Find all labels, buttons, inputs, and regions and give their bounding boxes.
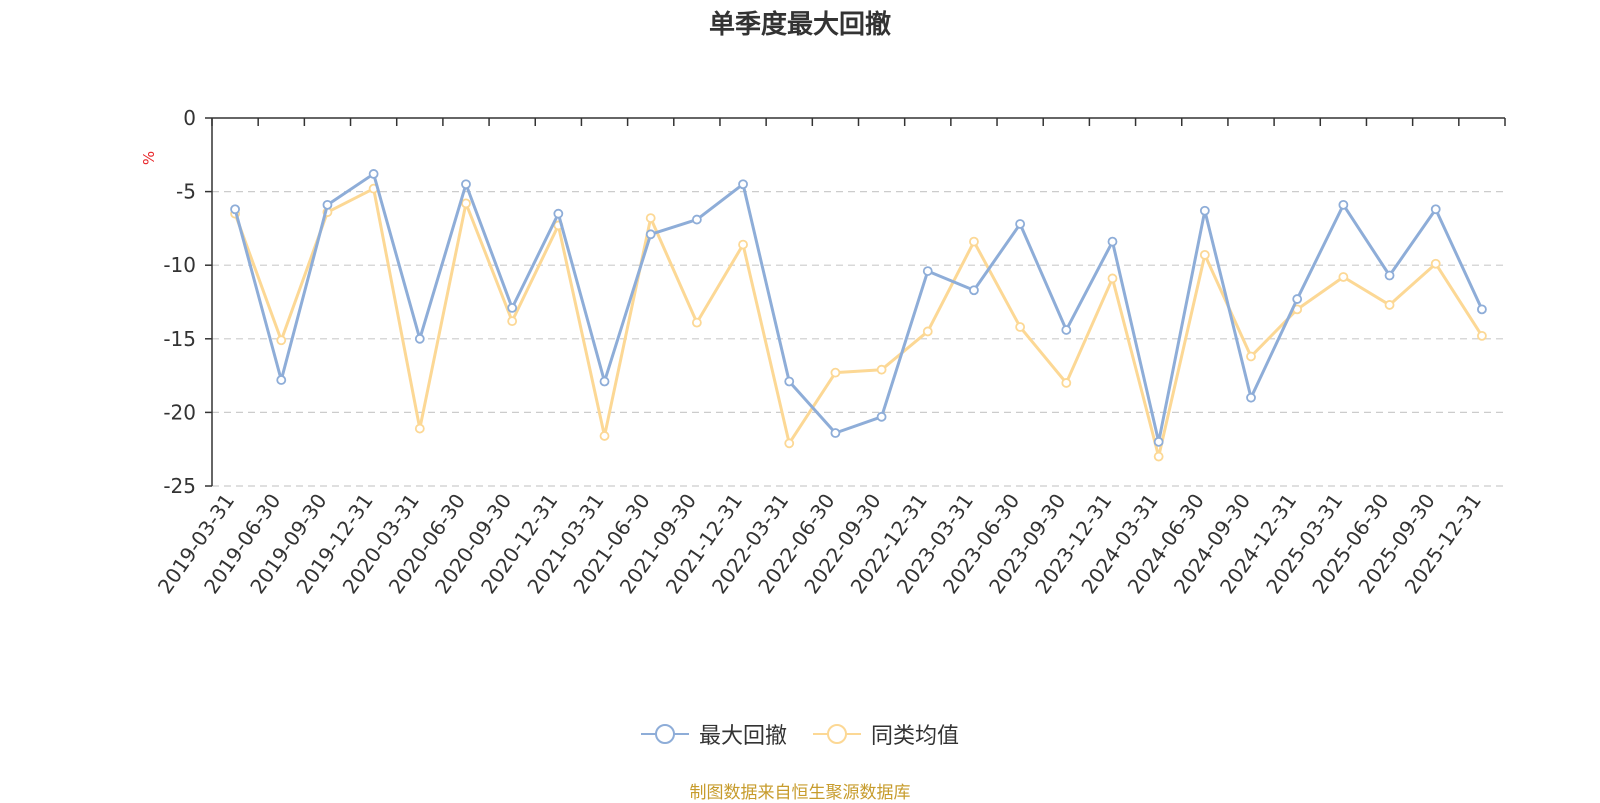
data-point	[922, 326, 933, 337]
data-point	[1430, 258, 1441, 269]
data-point	[276, 335, 287, 346]
data-point	[1199, 205, 1210, 216]
source-note: 制图数据来自恒生聚源数据库	[689, 783, 911, 803]
legend: 最大回撤 同类均值	[0, 718, 1600, 750]
data-point	[553, 208, 564, 219]
data-point	[691, 317, 702, 328]
data-point	[1477, 304, 1487, 315]
data-point	[1061, 378, 1072, 388]
data-point	[876, 411, 887, 422]
data-point	[414, 333, 425, 344]
data-point	[1477, 330, 1487, 341]
y-tick-label: -10	[163, 253, 196, 277]
data-point	[645, 213, 656, 223]
data-point	[276, 375, 287, 385]
data-point	[922, 266, 933, 276]
data-point	[322, 199, 333, 210]
data-point	[1107, 273, 1118, 284]
data-point	[1199, 249, 1210, 260]
series-line	[233, 172, 1484, 444]
data-point	[1061, 325, 1072, 335]
y-axis-label: %	[140, 151, 158, 165]
data-point	[1246, 392, 1256, 403]
y-tick-label: 0	[183, 106, 196, 130]
legend-label-max-drawdown: 最大回撤	[698, 724, 787, 749]
data-point	[1107, 236, 1118, 247]
data-point	[645, 229, 656, 240]
grid-lines	[212, 191, 1505, 487]
legend-line-circle-icon	[813, 724, 861, 744]
data-point	[1338, 199, 1349, 210]
data-point	[461, 179, 471, 190]
data-point	[599, 431, 610, 441]
legend-item-max-drawdown[interactable]: 最大回撤	[640, 718, 787, 750]
data-point	[784, 376, 795, 387]
y-tick-label: -25	[163, 474, 196, 498]
y-tick-label: -5	[176, 180, 196, 204]
axes	[205, 117, 1506, 487]
data-point	[738, 239, 748, 250]
data-point	[230, 204, 240, 215]
legend-line-circle-icon	[640, 724, 689, 744]
data-point	[1246, 351, 1256, 362]
data-point	[1153, 436, 1164, 447]
data-point	[784, 438, 795, 449]
legend-label-peer-average: 同类均值	[871, 724, 960, 749]
data-point	[599, 376, 610, 387]
data-point	[830, 428, 841, 438]
data-point	[1338, 272, 1349, 282]
data-point	[969, 236, 979, 247]
data-point	[461, 198, 471, 209]
y-tick-label: -20	[163, 400, 196, 424]
data-point	[507, 302, 518, 313]
y-tick-label: -15	[163, 327, 196, 351]
legend-item-peer-average[interactable]: 同类均值	[813, 718, 959, 750]
data-point	[969, 285, 979, 296]
data-point	[876, 364, 887, 375]
data-point	[414, 423, 425, 434]
data-point	[1384, 270, 1395, 281]
data-point	[1015, 219, 1026, 229]
data-point	[1153, 451, 1164, 462]
data-point	[691, 214, 702, 225]
series-lines	[230, 169, 1487, 462]
data-point	[368, 169, 379, 179]
series-line	[233, 187, 1484, 459]
data-point	[1015, 322, 1026, 332]
data-point	[507, 316, 518, 327]
data-point	[1430, 204, 1441, 215]
data-point	[738, 179, 748, 190]
data-point	[1384, 300, 1395, 310]
chart-title: 单季度最大回撤	[708, 10, 891, 40]
axis-labels: 0-5-10-15-20-25%2019-03-312019-06-302019…	[140, 106, 1486, 598]
data-point	[1292, 294, 1303, 304]
data-point	[830, 367, 841, 378]
